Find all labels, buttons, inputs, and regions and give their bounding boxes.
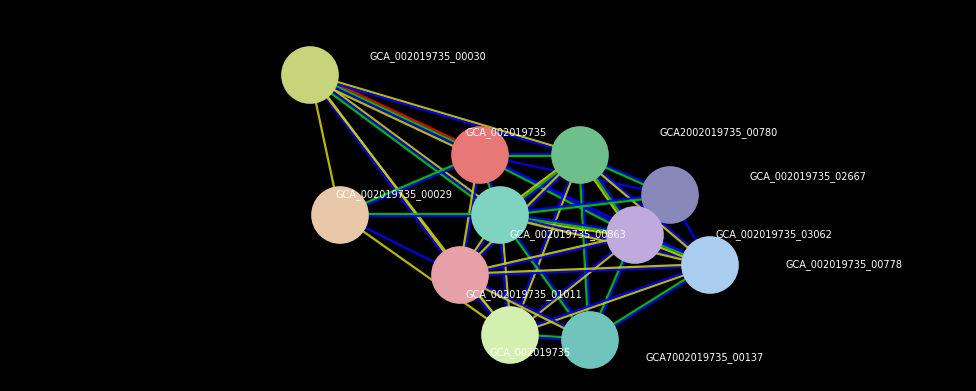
- Circle shape: [682, 237, 738, 293]
- Text: GCA_002019735_02667: GCA_002019735_02667: [750, 172, 867, 183]
- Circle shape: [282, 47, 338, 103]
- Circle shape: [642, 167, 698, 223]
- Text: GCA_002019735_00029: GCA_002019735_00029: [335, 190, 452, 201]
- Circle shape: [482, 307, 538, 363]
- Text: GCA_002019735: GCA_002019735: [490, 348, 571, 359]
- Text: GCA2002019735_00780: GCA2002019735_00780: [660, 127, 778, 138]
- Text: GCA_002019735_00863: GCA_002019735_00863: [510, 230, 627, 240]
- Text: GCA7002019735_00137: GCA7002019735_00137: [645, 353, 763, 364]
- Circle shape: [552, 127, 608, 183]
- Text: GCA_002019735_00778: GCA_002019735_00778: [785, 260, 902, 271]
- Text: GCA_002019735_00030: GCA_002019735_00030: [370, 52, 487, 63]
- Circle shape: [312, 187, 368, 243]
- Text: GCA_002019735: GCA_002019735: [465, 127, 547, 138]
- Circle shape: [562, 312, 618, 368]
- Circle shape: [472, 187, 528, 243]
- Circle shape: [452, 127, 508, 183]
- Circle shape: [607, 207, 663, 263]
- Text: GCA_002019735_01011: GCA_002019735_01011: [465, 290, 582, 300]
- Circle shape: [432, 247, 488, 303]
- Text: GCA_002019735_03062: GCA_002019735_03062: [715, 230, 832, 240]
